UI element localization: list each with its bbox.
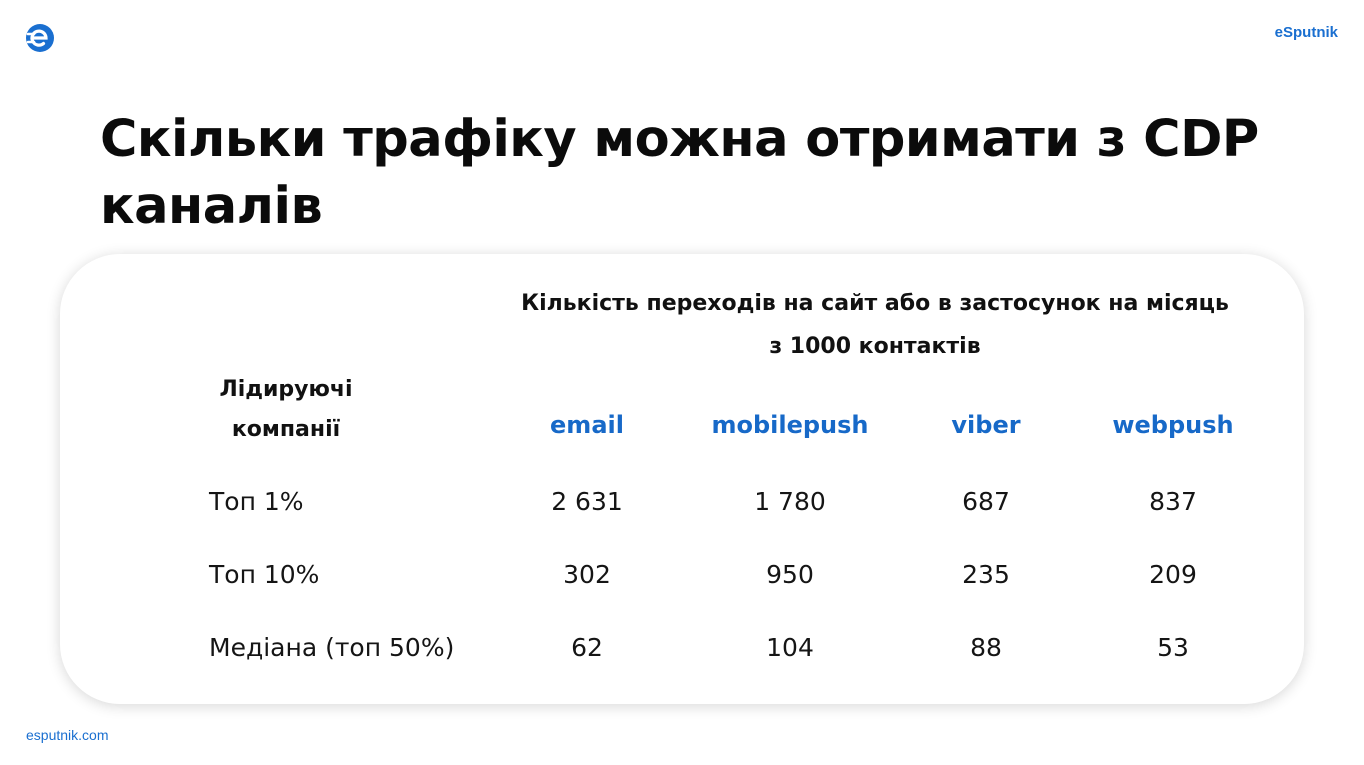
row-label-top-1: Топ 1%	[209, 487, 304, 516]
cell-median-mobilepush: 104	[766, 633, 814, 662]
cell-median-email: 62	[571, 633, 603, 662]
cell-median-webpush: 53	[1157, 633, 1189, 662]
row-label-top-10: Топ 10%	[209, 560, 320, 589]
column-header-mobilepush: mobilepush	[711, 411, 869, 439]
title-line-2: каналів	[100, 177, 323, 236]
table-heading-line-2: з 1000 контактів	[769, 334, 981, 359]
row-header: Лідируючі компанії	[200, 370, 372, 450]
row-header-line-1: Лідируючі	[219, 377, 353, 402]
cell-top1-viber: 687	[962, 487, 1010, 516]
cell-top1-webpush: 837	[1149, 487, 1197, 516]
footer-url[interactable]: esputnik.com	[26, 727, 109, 743]
slide-title: Скільки трафіку можна отримати з CDP кан…	[100, 106, 1300, 240]
table-heading-line-1: Кількість переходів на сайт або в застос…	[521, 291, 1229, 316]
cell-top10-mobilepush: 950	[766, 560, 814, 589]
cell-median-viber: 88	[970, 633, 1002, 662]
cell-top10-email: 302	[563, 560, 611, 589]
cell-top10-viber: 235	[962, 560, 1010, 589]
column-header-email: email	[550, 411, 624, 439]
column-header-viber: viber	[951, 411, 1021, 439]
cell-top1-email: 2 631	[551, 487, 623, 516]
row-label-median: Медіана (топ 50%)	[209, 633, 455, 662]
table-heading: Кількість переходів на сайт або в застос…	[490, 282, 1260, 368]
cell-top1-mobilepush: 1 780	[754, 487, 826, 516]
row-header-line-2: компанії	[231, 417, 341, 442]
title-line-1: Скільки трафіку можна отримати з CDP	[100, 110, 1259, 169]
stats-card: Кількість переходів на сайт або в застос…	[60, 254, 1304, 704]
cell-top10-webpush: 209	[1149, 560, 1197, 589]
column-header-webpush: webpush	[1112, 411, 1234, 439]
brand-name: eSputnik	[1274, 24, 1338, 41]
esputnik-logo-icon[interactable]	[24, 22, 56, 54]
